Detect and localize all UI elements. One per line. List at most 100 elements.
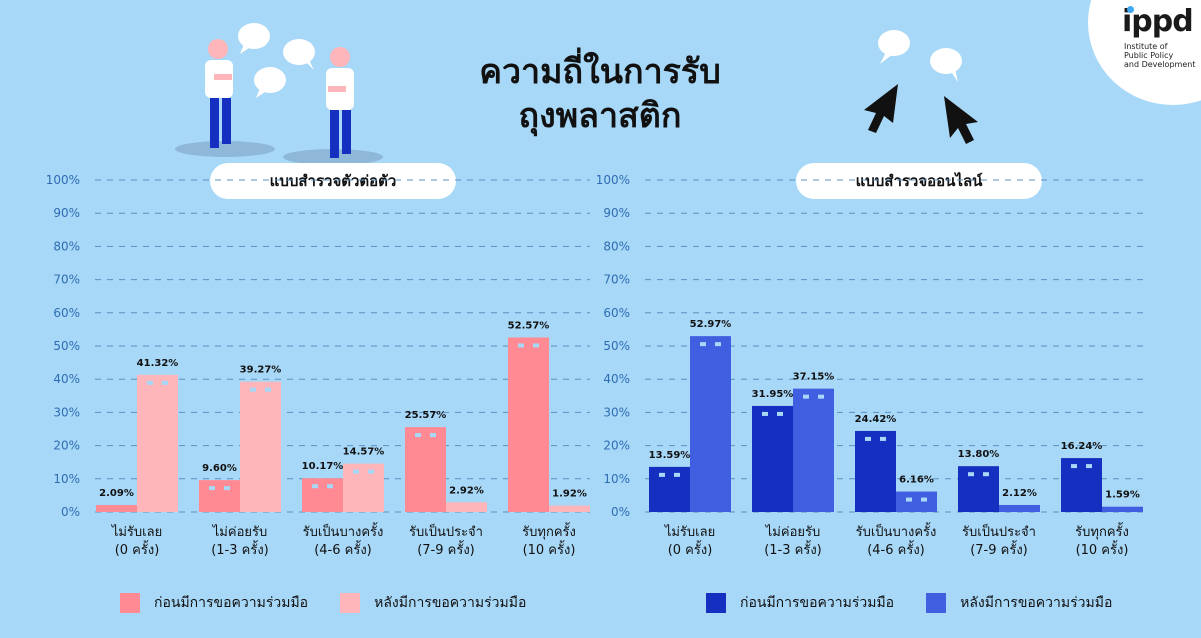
bar-notch (700, 342, 706, 347)
bar-notch (147, 380, 153, 385)
bar-notch (265, 387, 271, 392)
x-tick-label: ไม่รับเลย (664, 524, 715, 540)
bar (1061, 458, 1102, 512)
y-tick-label: 40% (603, 372, 630, 386)
legend-swatch (706, 593, 726, 613)
data-label: 6.16% (899, 475, 934, 486)
data-label: 39.27% (240, 365, 282, 376)
legend-swatch (926, 593, 947, 613)
x-tick-label: ไม่ค่อยรับ (212, 524, 267, 540)
bar (793, 388, 834, 512)
bar-notch (762, 411, 768, 416)
legend-item: หลังมีการขอความร่วมมือ (926, 592, 1112, 614)
x-tick-label: รับเป็นบางครั้ง (856, 522, 937, 540)
bar (343, 463, 384, 512)
legend-label: ก่อนมีการขอความร่วมมือ (154, 595, 309, 611)
bar-notch (368, 469, 374, 474)
y-tick-label: 10% (53, 472, 80, 486)
bar (958, 466, 999, 512)
data-label: 9.60% (202, 463, 237, 474)
x-tick-label: (0 ครั้ง) (668, 540, 713, 558)
bar-notch (777, 411, 783, 416)
y-tick-label: 80% (603, 239, 630, 253)
bar (1102, 506, 1143, 512)
data-label: 24.42% (855, 414, 897, 425)
x-tick-label: (1-3 ครั้ง) (764, 540, 822, 558)
bar (240, 381, 281, 512)
y-tick-label: 40% (53, 372, 80, 386)
logo-subtitle: Institute of Public Policy and Developme… (1124, 42, 1201, 69)
bar-notch (968, 472, 974, 477)
logo-subtitle-line: Institute of (1124, 42, 1168, 51)
y-tick-label: 100% (46, 173, 80, 187)
data-label: 1.92% (552, 489, 587, 500)
bar-notch (865, 436, 871, 441)
cursor-icon (864, 84, 978, 144)
x-tick-label: รับเป็นประจำ (409, 522, 483, 540)
y-tick-label: 0% (61, 505, 80, 519)
logo-subtitle-line: Public Policy (1124, 51, 1174, 60)
data-label: 52.97% (690, 319, 732, 330)
y-tick-label: 0% (611, 505, 630, 519)
data-label: 1.59% (1105, 490, 1140, 501)
bar (137, 374, 178, 512)
shadow-left (175, 141, 275, 157)
bar-notch (312, 484, 318, 489)
legend-swatch (340, 593, 361, 613)
bar (855, 430, 896, 512)
bar (446, 502, 487, 512)
legend-offline: ก่อนมีการขอความร่วมมือ หลังมีการขอความร่… (120, 592, 558, 614)
y-tick-label: 100% (596, 173, 630, 187)
bar (752, 405, 793, 512)
x-tick-label: (7-9 ครั้ง) (417, 540, 475, 558)
x-tick-label: (1-3 ครั้ง) (211, 540, 269, 558)
bar-notch (533, 343, 539, 348)
bar (96, 505, 137, 512)
x-tick-label: (4-6 ครั้ง) (867, 540, 925, 558)
bar-notch (1086, 464, 1092, 469)
bar (896, 491, 937, 512)
legend-online: ก่อนมีการขอความร่วมมือ หลังมีการขอความร่… (706, 592, 1144, 614)
data-label: 2.92% (449, 485, 484, 496)
data-label: 13.59% (649, 450, 691, 461)
chart-title-offline: แบบสำรวจตัวต่อตัว (210, 163, 456, 199)
y-tick-label: 70% (53, 273, 80, 287)
x-tick-label: ไม่รับเลย (111, 524, 162, 540)
bar-notch (162, 380, 168, 385)
bar-notch (818, 394, 824, 399)
legend-label: ก่อนมีการขอความร่วมมือ (740, 595, 895, 611)
legend-item: ก่อนมีการขอความร่วมมือ (120, 592, 308, 614)
data-label: 52.57% (508, 320, 550, 331)
data-label: 37.15% (793, 372, 835, 383)
bar-notch (430, 433, 436, 438)
x-tick-label: รับเป็นบางครั้ง (303, 522, 384, 540)
y-tick-label: 20% (53, 439, 80, 453)
y-tick-label: 70% (603, 273, 630, 287)
x-tick-label: (0 ครั้ง) (115, 540, 160, 558)
bar-notch (674, 472, 680, 477)
x-tick-label: (10 ครั้ง) (1076, 540, 1129, 558)
y-tick-label: 30% (603, 405, 630, 419)
y-tick-label: 60% (603, 306, 630, 320)
y-tick-label: 90% (53, 206, 80, 220)
data-label: 14.57% (343, 447, 385, 458)
legend-label: หลังมีการขอความร่วมมือ (374, 595, 527, 611)
data-label: 2.09% (99, 488, 134, 499)
page-title-line-1: ความถี่ในการรับ (479, 52, 721, 92)
y-tick-label: 80% (53, 239, 80, 253)
bar-notch (880, 436, 886, 441)
bar (549, 505, 590, 512)
bar-notch (715, 342, 721, 347)
data-label: 2.12% (1002, 488, 1037, 499)
bar-notch (209, 486, 215, 491)
bar-notch (327, 484, 333, 489)
legend-item: ก่อนมีการขอความร่วมมือ (706, 592, 894, 614)
x-tick-label: รับเป็นประจำ (962, 522, 1036, 540)
page-title-line-2: ถุงพลาสติก (518, 96, 682, 136)
x-tick-label: (7-9 ครั้ง) (970, 540, 1028, 558)
bar-notch (518, 343, 524, 348)
y-tick-label: 90% (603, 206, 630, 220)
legend-swatch (120, 593, 140, 613)
x-tick-label: รับทุกครั้ง (1075, 522, 1129, 540)
